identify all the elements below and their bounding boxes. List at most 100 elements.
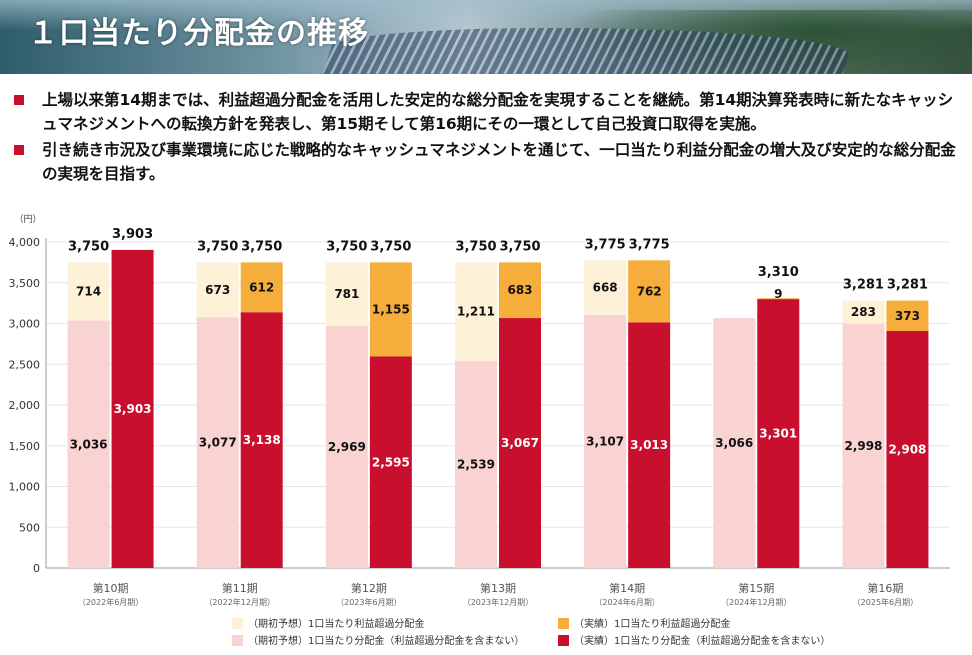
forecast-base-bar: [584, 314, 627, 568]
forecast-total-label: 3,750: [455, 239, 496, 254]
actual-excess-bar: [369, 262, 412, 357]
actual-total-label: 3,903: [112, 227, 153, 242]
legend-label: （期初予想）1口当たり利益超過分配金: [248, 617, 424, 630]
actual-base-bar: [240, 312, 283, 568]
bullet-item: 上場以来第14期までは、利益超過分配金を活用した安定的な総分配金を実現することを…: [12, 88, 962, 136]
actual-excess-label: 762: [637, 284, 662, 298]
x-category-label: 第14期: [609, 581, 645, 595]
x-category-label: 第11期: [222, 581, 258, 595]
actual-excess-bar: [240, 262, 283, 313]
x-category-label: 第15期: [738, 581, 774, 595]
actual-excess-label: 612: [249, 280, 274, 294]
x-category-label: 第12期: [351, 581, 387, 595]
y-tick-label: 1,000: [9, 481, 41, 494]
forecast-excess-label: 781: [334, 287, 359, 301]
forecast-excess-bar: [196, 262, 239, 318]
x-category-sublabel: （2025年6月期）: [853, 597, 918, 607]
actual-excess-bar: [628, 260, 671, 323]
forecast-excess-bar: [842, 300, 885, 324]
x-category-label: 第13期: [480, 581, 516, 595]
bullet-text: 上場以来第14期までは、利益超過分配金を活用した安定的な総分配金を実現することを…: [42, 91, 954, 133]
legend-swatch: [558, 635, 569, 646]
actual-base-bar: [757, 298, 800, 568]
forecast-excess-bar: [325, 262, 368, 327]
actual-total-label: 3,281: [887, 278, 928, 293]
actual-base-label: 3,903: [114, 402, 152, 416]
actual-excess-label: 683: [507, 283, 532, 297]
forecast-total-label: 3,775: [585, 237, 626, 252]
actual-base-bar: [499, 318, 541, 568]
forecast-total-label: 3,750: [197, 239, 238, 254]
forecast-total-label: 3,750: [326, 239, 367, 254]
forecast-base-label: 2,539: [457, 458, 495, 472]
actual-base-bar: [111, 249, 154, 568]
x-category-label: 第16期: [867, 581, 903, 595]
forecast-excess-bar: [455, 262, 497, 362]
y-tick-label: 2,500: [9, 358, 41, 371]
legend-label: （実績）1口当たり分配金（利益超過分配金を含まない）: [574, 634, 830, 647]
y-tick-label: 0: [33, 562, 40, 575]
forecast-base-label: 3,036: [70, 437, 108, 451]
forecast-base-label: 3,066: [715, 436, 753, 450]
actual-base-bar: [369, 356, 412, 568]
actual-excess-bar: [886, 300, 929, 331]
actual-base-label: 3,301: [759, 426, 797, 440]
x-category-sublabel: （2023年12月期）: [463, 597, 534, 607]
forecast-base-bar: [196, 317, 239, 568]
actual-excess-bar: [499, 262, 541, 319]
forecast-base-label: 3,077: [199, 436, 237, 450]
forecast-excess-bar: [67, 262, 110, 321]
forecast-base-label: 2,969: [328, 440, 366, 454]
forecast-base-bar: [842, 323, 885, 568]
forecast-excess-label: 668: [593, 281, 618, 295]
x-category-label: 第10期: [93, 581, 129, 595]
actual-base-label: 3,067: [501, 436, 539, 450]
actual-base-label: 3,138: [243, 433, 281, 447]
forecast-excess-bar: [584, 260, 627, 315]
actual-excess-label: 373: [895, 309, 920, 323]
legend-label: （期初予想）1口当たり分配金（利益超過分配金を含まない）: [248, 634, 524, 647]
actual-total-label: 3,750: [499, 239, 540, 254]
actual-total-label: 3,750: [370, 239, 411, 254]
actual-base-label: 2,908: [888, 442, 926, 456]
actual-excess-label: 9: [774, 287, 782, 301]
forecast-excess-label: 673: [205, 283, 230, 297]
actual-total-label: 3,775: [629, 237, 670, 252]
forecast-base-bar: [325, 326, 368, 568]
header-banner: １口当たり分配金の推移: [0, 0, 972, 74]
actual-base-label: 3,013: [630, 438, 668, 452]
forecast-total-label: 3,281: [843, 278, 884, 293]
bullet-list: 上場以来第14期までは、利益超過分配金を活用した安定的な総分配金を実現することを…: [12, 88, 962, 188]
bullet-item: 引き続き市況及び事業環境に応じた戦略的なキャッシュマネジメントを通じて、一口当た…: [12, 138, 962, 186]
actual-total-label: 3,750: [241, 239, 282, 254]
actual-excess-bar: [757, 298, 800, 300]
forecast-base-label: 2,998: [844, 439, 882, 453]
forecast-excess-label: 1,211: [457, 305, 495, 319]
y-tick-label: 2,000: [9, 399, 41, 412]
x-category-sublabel: （2024年6月期）: [594, 597, 659, 607]
bullet-square-icon: [14, 145, 24, 155]
y-tick-label: 4,000: [9, 236, 41, 249]
forecast-base-label: 3,107: [586, 434, 624, 448]
actual-base-bar: [628, 322, 671, 568]
legend-swatch: [558, 618, 569, 629]
bullet-text: 引き続き市況及び事業環境に応じた戦略的なキャッシュマネジメントを通じて、一口当た…: [42, 141, 956, 183]
actual-excess-label: 1,155: [372, 302, 410, 316]
forecast-excess-label: 283: [851, 305, 876, 319]
x-category-sublabel: （2024年12月期）: [721, 597, 792, 607]
page-title: １口当たり分配金の推移: [28, 16, 369, 51]
forecast-base-bar: [455, 361, 497, 568]
actual-base-bar: [886, 330, 929, 568]
actual-total-label: 3,310: [758, 265, 799, 280]
y-tick-label: 1,500: [9, 440, 41, 453]
actual-base-label: 2,595: [372, 455, 410, 469]
x-category-sublabel: （2022年12月期）: [204, 597, 275, 607]
y-tick-label: 3,000: [9, 318, 41, 331]
forecast-excess-label: 714: [76, 284, 101, 298]
legend-swatch: [232, 618, 243, 629]
legend-swatch: [232, 635, 243, 646]
y-tick-label: 3,500: [9, 277, 41, 290]
forecast-base-bar: [67, 320, 110, 568]
legend-label: （実績）1口当たり利益超過分配金: [574, 617, 730, 630]
